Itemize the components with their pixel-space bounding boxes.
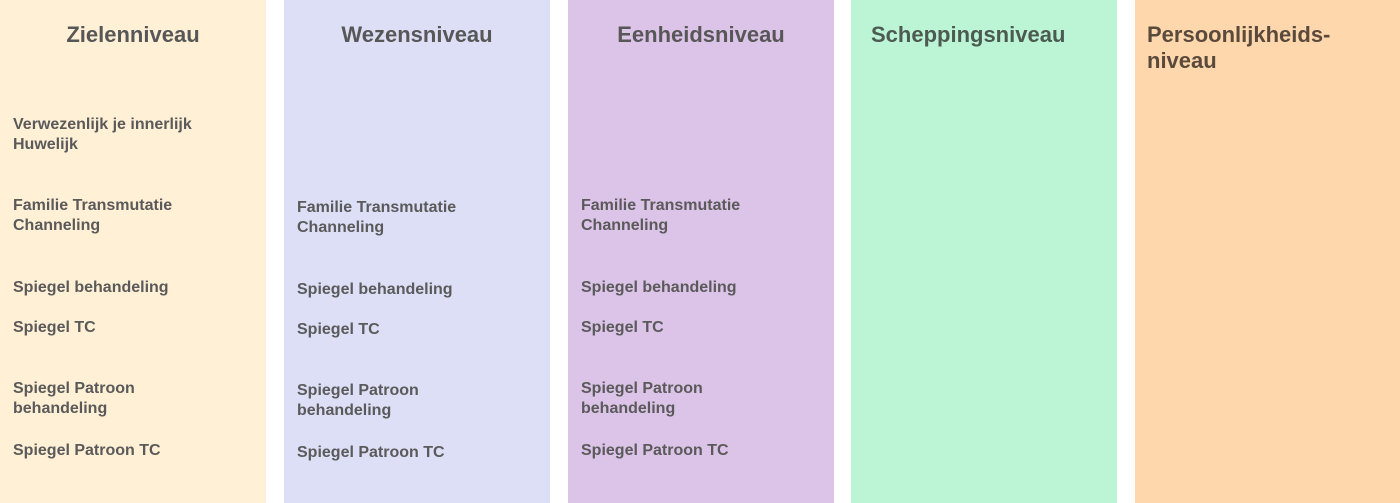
column-title: Persoonlijkheids-niveau (1147, 22, 1331, 73)
list-item: Spiegel TC (581, 319, 664, 336)
list-item: Spiegel behandeling (297, 281, 453, 298)
list-item: Spiegel TC (13, 319, 96, 336)
list-item: Familie Transmutatie Channeling (297, 199, 457, 236)
list-item: Familie Transmutatie Channeling (581, 197, 741, 234)
column-eenheidsniveau: Eenheidsniveau Familie Transmutatie Chan… (568, 0, 834, 503)
column-wezensniveau: Wezensniveau Familie Transmutatie Channe… (284, 0, 550, 503)
column-title: Zielenniveau (66, 22, 200, 47)
column-zielenniveau: Zielenniveau Verwezenlijk je innerlijk H… (0, 0, 266, 503)
list-item: Spiegel Patroon behandeling (581, 380, 703, 417)
list-item: Spiegel Patroon behandeling (13, 380, 135, 417)
list-item: Spiegel Patroon TC (13, 442, 161, 459)
list-item: Spiegel Patroon behandeling (297, 382, 419, 419)
list-item: Spiegel TC (297, 321, 380, 338)
column-scheppingsniveau: Scheppingsniveau (851, 0, 1117, 503)
column-title: Scheppingsniveau (871, 22, 1066, 47)
list-item: Spiegel behandeling (581, 279, 737, 296)
list-item: Spiegel behandeling (13, 279, 169, 296)
column-title: Wezensniveau (341, 22, 493, 47)
list-item: Verwezenlijk je innerlijk Huwelijk (13, 116, 192, 153)
column-persoonlijkheidsniveau: Persoonlijkheids-niveau (1135, 0, 1400, 503)
list-item: Spiegel Patroon TC (581, 442, 729, 459)
column-title: Eenheidsniveau (617, 22, 785, 47)
list-item: Spiegel Patroon TC (297, 444, 445, 461)
list-item: Familie Transmutatie Channeling (13, 197, 173, 234)
